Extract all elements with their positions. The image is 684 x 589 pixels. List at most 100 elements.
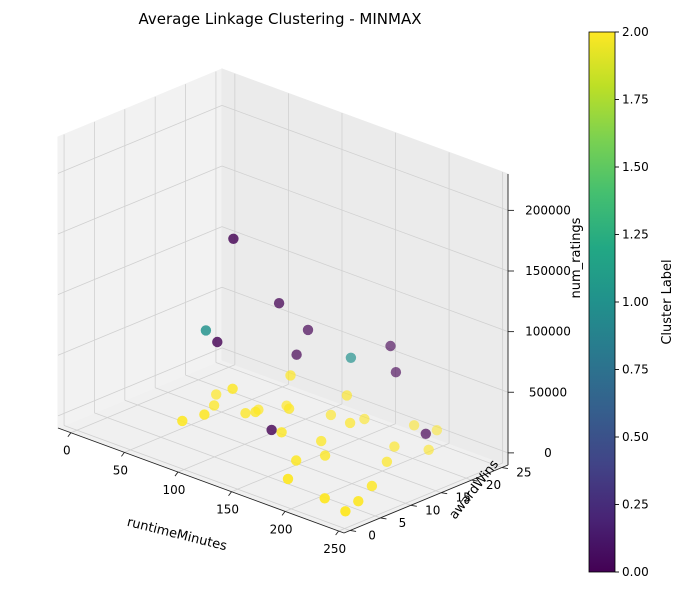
z-tick-label: 0 (544, 446, 552, 460)
x-tick (174, 471, 179, 477)
y-gridline (155, 387, 442, 494)
z-tick-label: 150000 (525, 264, 571, 278)
data-point (390, 367, 402, 378)
data-point (359, 413, 370, 425)
y-tick (350, 530, 357, 532)
y-tick-label: 15 (456, 491, 471, 505)
y-tick-label: 0 (368, 528, 376, 542)
data-point (228, 233, 239, 244)
x-tick-label: 200 (270, 522, 293, 536)
colorbar-tick-label: 0.25 (622, 498, 649, 512)
y-axis-line (343, 464, 509, 534)
colorbar-tick-label: 2.00 (622, 25, 649, 39)
z-gridline (57, 226, 223, 295)
x-gridline (70, 364, 236, 434)
chart-title: Average Linkage Clustering - MINMAX (139, 10, 422, 28)
axes-lines (57, 174, 509, 534)
z-gridline (57, 286, 223, 356)
z-tick-label: 200000 (525, 203, 571, 217)
data-point (420, 428, 431, 439)
data-point (302, 324, 314, 336)
data-point (177, 415, 188, 427)
scatter-points (177, 233, 443, 517)
data-point (325, 409, 337, 421)
data-point (408, 420, 420, 431)
axes-grid (57, 71, 509, 532)
colorbar: 0.00 0.25 0.50 0.75 1.00 1.25 1.50 1.75 2.00 Clu… (588, 25, 675, 579)
colorbar-tick-label: 0.00 (622, 565, 649, 579)
colorbar-tick-label: 1.75 (622, 93, 649, 107)
data-point (385, 340, 396, 352)
data-point (353, 496, 364, 507)
y-tick (380, 517, 387, 520)
z-gridline (57, 165, 223, 235)
data-point (208, 400, 220, 411)
x-tick-label: 0 (63, 444, 71, 458)
data-point (266, 424, 277, 436)
y-tick (441, 492, 448, 495)
colorbar-tick-label: 1.25 (622, 228, 649, 242)
z-gridline (221, 104, 509, 211)
x-tick-label: 100 (163, 483, 186, 497)
z-axis-label: num_ratings (569, 217, 584, 298)
x-tick (67, 432, 72, 437)
y-tick-label: 5 (399, 516, 407, 530)
data-point (227, 383, 238, 394)
data-point (212, 336, 223, 348)
z-tick-label: 100000 (525, 325, 571, 339)
data-point (199, 409, 210, 420)
data-point (319, 493, 330, 504)
x-tick-label: 50 (113, 463, 128, 477)
z-gridline (57, 105, 223, 174)
x-tick-label: 250 (323, 542, 346, 556)
y-tick (410, 504, 417, 507)
y-gridline (215, 362, 503, 468)
x-gridline (177, 403, 343, 473)
colorbar-label: Cluster Label (660, 259, 675, 344)
x-axis-line (57, 427, 345, 534)
colorbar-tick-label: 1.00 (622, 295, 649, 309)
data-point (282, 473, 294, 485)
z-gridline (221, 165, 509, 272)
x-gridline (284, 443, 450, 512)
x-axis-label: runtimeMinutes (125, 515, 228, 554)
y-tick-label: 20 (486, 478, 501, 492)
colorbar-tick-label: 1.50 (622, 160, 649, 174)
colorbar-tick-label: 0.50 (622, 430, 649, 444)
data-point (345, 352, 357, 363)
data-point (340, 506, 351, 517)
data-point (381, 456, 393, 467)
data-point (319, 450, 331, 461)
y-tick-label: 25 (516, 466, 531, 480)
data-point (291, 349, 302, 360)
x-tick-label: 150 (216, 503, 239, 517)
y-tick-label: 10 (425, 503, 440, 517)
colorbar-gradient (588, 31, 616, 573)
y-tick (471, 479, 478, 482)
data-point (285, 370, 296, 381)
data-point (250, 406, 261, 418)
data-point (291, 455, 302, 466)
z-gridline (221, 286, 509, 393)
data-point (341, 390, 353, 401)
data-point (344, 417, 356, 429)
axes-ticks: 0501001502002500510152025050000100000150… (63, 203, 571, 556)
z-gridline (57, 347, 223, 417)
x-tick (335, 530, 340, 536)
y-gridline (94, 412, 381, 519)
x-tick (228, 491, 232, 496)
data-point (240, 408, 251, 419)
colorbar-tick-label: 0.75 (622, 363, 649, 377)
x-tick (281, 511, 286, 516)
colorbar-ticks: 0.00 0.25 0.50 0.75 1.00 1.25 1.50 1.75 2.00 (615, 25, 649, 579)
y-gridline (63, 425, 351, 531)
data-point (431, 425, 443, 436)
data-point (273, 298, 285, 309)
z-gridline (221, 347, 509, 454)
data-point (366, 480, 378, 492)
data-point (276, 427, 287, 438)
data-point (389, 441, 400, 452)
x-gridline (231, 423, 396, 493)
data-point (316, 435, 327, 447)
